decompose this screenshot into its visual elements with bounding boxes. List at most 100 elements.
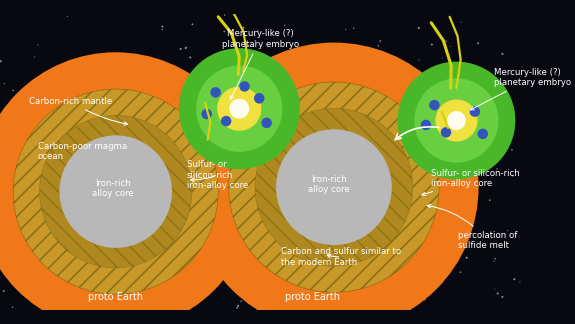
Point xyxy=(162,155,171,160)
Point xyxy=(8,305,17,310)
Point xyxy=(233,305,242,310)
Point xyxy=(474,137,484,142)
Point xyxy=(446,44,455,49)
Point xyxy=(16,122,25,127)
Point xyxy=(82,289,91,295)
Point xyxy=(147,256,156,261)
Point xyxy=(271,148,281,153)
Point xyxy=(508,173,518,178)
Point xyxy=(190,249,199,254)
Point xyxy=(515,279,524,284)
Point xyxy=(25,167,34,172)
Point xyxy=(311,262,320,267)
Text: Iron-rich
alloy core: Iron-rich alloy core xyxy=(308,175,350,194)
Point xyxy=(141,95,150,100)
Circle shape xyxy=(435,99,477,142)
Point xyxy=(160,276,170,281)
Circle shape xyxy=(0,52,255,324)
Point xyxy=(442,39,451,44)
Circle shape xyxy=(59,135,172,248)
Point xyxy=(239,25,248,30)
Point xyxy=(52,180,61,185)
Point xyxy=(99,246,109,251)
Point xyxy=(118,293,127,298)
Point xyxy=(239,276,248,281)
Point xyxy=(474,183,483,189)
Point xyxy=(341,27,350,32)
Point xyxy=(97,302,106,307)
Point xyxy=(73,161,82,166)
Point xyxy=(220,29,229,34)
Point xyxy=(462,255,471,260)
Point xyxy=(228,229,237,234)
Point xyxy=(154,237,163,243)
Circle shape xyxy=(217,87,262,131)
Circle shape xyxy=(255,108,413,266)
Point xyxy=(307,287,316,292)
Point xyxy=(373,155,382,160)
Point xyxy=(415,57,424,63)
Point xyxy=(137,214,146,219)
Circle shape xyxy=(189,42,478,324)
Point xyxy=(66,203,75,208)
Point xyxy=(347,172,356,177)
Point xyxy=(405,275,414,281)
Point xyxy=(74,130,83,135)
Point xyxy=(284,259,293,264)
Point xyxy=(217,109,227,114)
Point xyxy=(473,41,482,46)
Point xyxy=(270,276,279,282)
Point xyxy=(0,81,9,86)
Point xyxy=(213,131,223,136)
Text: proto Earth: proto Earth xyxy=(285,292,340,302)
Point xyxy=(352,198,362,203)
Circle shape xyxy=(262,118,272,128)
Point xyxy=(275,282,285,287)
Point xyxy=(401,113,411,118)
Point xyxy=(33,286,42,291)
Text: Iron-rich
alloy core: Iron-rich alloy core xyxy=(92,179,134,198)
Point xyxy=(306,145,315,150)
Point xyxy=(236,298,246,304)
Point xyxy=(143,218,152,224)
Point xyxy=(186,55,195,60)
Point xyxy=(498,51,507,56)
Point xyxy=(91,141,100,146)
Point xyxy=(14,251,23,256)
Point xyxy=(213,150,223,156)
Point xyxy=(19,87,28,92)
Circle shape xyxy=(13,89,218,294)
Point xyxy=(158,24,167,29)
Point xyxy=(456,270,465,275)
Circle shape xyxy=(40,115,192,268)
Point xyxy=(503,228,512,233)
Point xyxy=(485,198,494,203)
Text: Carbon-rich mantle: Carbon-rich mantle xyxy=(29,97,128,125)
Point xyxy=(270,127,279,132)
Point xyxy=(414,25,423,30)
Point xyxy=(426,255,435,260)
Point xyxy=(259,68,269,74)
Point xyxy=(277,250,286,256)
Point xyxy=(390,235,399,240)
Point xyxy=(32,82,41,87)
Point xyxy=(285,59,294,64)
Point xyxy=(376,39,385,44)
Point xyxy=(518,64,527,69)
Point xyxy=(44,99,53,105)
Point xyxy=(113,294,122,299)
Point xyxy=(316,260,325,265)
Point xyxy=(329,84,338,89)
Point xyxy=(416,129,426,134)
Text: Carbon and sulfur similar to
the modern Earth: Carbon and sulfur similar to the modern … xyxy=(281,247,401,267)
Circle shape xyxy=(210,87,221,98)
Text: Sulfur- or silicon-rich
iron-alloy core: Sulfur- or silicon-rich iron-alloy core xyxy=(422,168,520,196)
Point xyxy=(72,106,82,111)
Point xyxy=(355,296,364,301)
Point xyxy=(66,151,75,156)
Circle shape xyxy=(254,93,264,104)
Point xyxy=(396,74,405,79)
Point xyxy=(117,276,126,281)
Point xyxy=(431,27,440,32)
Point xyxy=(405,84,415,89)
